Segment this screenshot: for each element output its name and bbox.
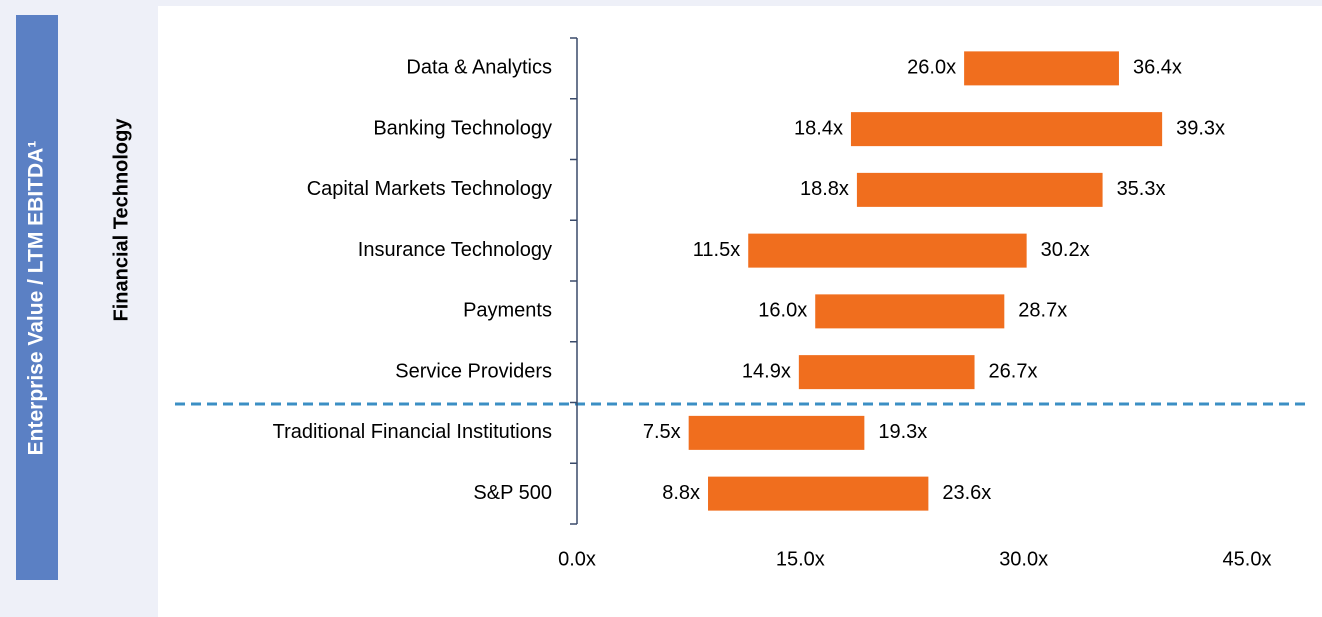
- bar: [748, 233, 1027, 268]
- category-label: Data & Analytics: [406, 57, 552, 79]
- high-label: 30.2x: [1041, 239, 1090, 261]
- bar: [856, 172, 1103, 207]
- low-label: 18.8x: [800, 178, 849, 200]
- category-label: Traditional Financial Institutions: [273, 421, 552, 443]
- x-tick-label: 0.0x: [558, 548, 596, 570]
- x-tick-label: 15.0x: [776, 548, 825, 570]
- low-label: 26.0x: [907, 57, 956, 79]
- category-label: Capital Markets Technology: [307, 178, 552, 200]
- bar: [688, 415, 865, 450]
- bar: [815, 294, 1005, 329]
- category-label: Insurance Technology: [358, 239, 552, 261]
- x-tick-label: 30.0x: [999, 548, 1048, 570]
- high-label: 36.4x: [1133, 57, 1182, 79]
- bar: [798, 355, 975, 390]
- top-strip: [0, 0, 1322, 6]
- high-label: 23.6x: [942, 482, 991, 504]
- high-label: 19.3x: [878, 421, 927, 443]
- low-label: 18.4x: [794, 117, 843, 139]
- low-label: 14.9x: [742, 360, 791, 382]
- high-label: 35.3x: [1117, 178, 1166, 200]
- category-label: Service Providers: [395, 360, 552, 382]
- category-label: S&P 500: [473, 482, 552, 504]
- y-label-box: [16, 15, 58, 580]
- bar: [708, 476, 929, 511]
- y-axis-label: Enterprise Value / LTM EBITDA¹: [25, 141, 48, 456]
- low-label: 11.5x: [693, 239, 740, 261]
- bar: [850, 112, 1163, 147]
- x-tick-label: 45.0x: [1223, 548, 1272, 570]
- high-label: 28.7x: [1018, 300, 1067, 322]
- group-label: Financial Technology: [110, 118, 132, 322]
- high-label: 26.7x: [989, 360, 1038, 382]
- low-label: 16.0x: [758, 300, 807, 322]
- category-label: Banking Technology: [373, 117, 552, 139]
- low-label: 8.8x: [662, 482, 700, 504]
- high-label: 39.3x: [1176, 117, 1225, 139]
- bar: [964, 51, 1119, 86]
- low-label: 7.5x: [643, 421, 681, 443]
- category-label: Payments: [463, 300, 552, 322]
